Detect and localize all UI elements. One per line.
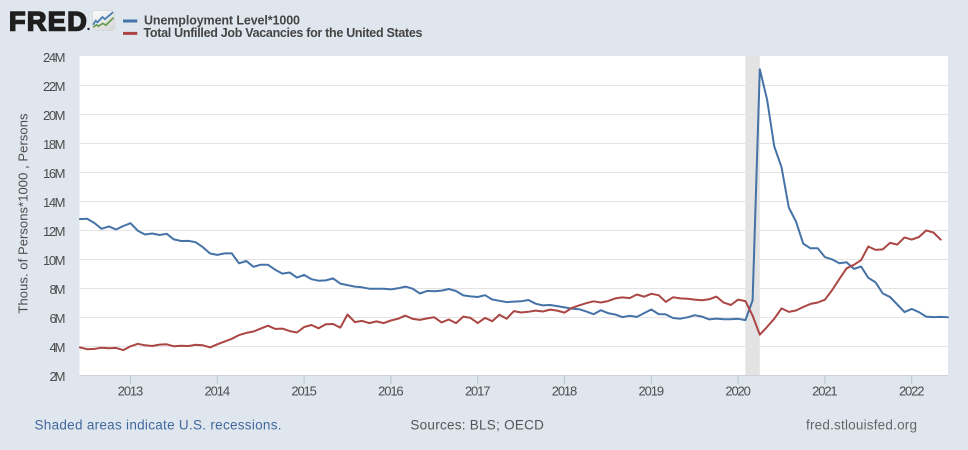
- svg-text:2014: 2014: [205, 383, 231, 398]
- svg-text:2017: 2017: [465, 383, 491, 398]
- svg-text:2015: 2015: [291, 383, 317, 398]
- svg-text:18M: 18M: [43, 137, 66, 152]
- svg-text:2013: 2013: [118, 383, 144, 398]
- svg-text:20M: 20M: [43, 108, 66, 123]
- svg-text:4M: 4M: [50, 340, 66, 355]
- svg-text:Shaded areas indicate U.S. rec: Shaded areas indicate U.S. recessions.: [35, 418, 282, 433]
- svg-text:2020: 2020: [725, 383, 751, 398]
- svg-text:16M: 16M: [43, 166, 66, 181]
- svg-text:fred.stlouisfed.org: fred.stlouisfed.org: [806, 418, 917, 433]
- svg-text:2021: 2021: [812, 383, 838, 398]
- svg-text:10M: 10M: [43, 253, 66, 268]
- svg-text:14M: 14M: [43, 195, 66, 210]
- svg-text:24M: 24M: [43, 50, 66, 65]
- svg-text:22M: 22M: [43, 79, 66, 94]
- svg-text:8M: 8M: [50, 282, 66, 297]
- svg-text:Thous. of Persons*1000 , Perso: Thous. of Persons*1000 , Persons: [16, 113, 31, 314]
- svg-text:2022: 2022: [899, 383, 925, 398]
- svg-text:2M: 2M: [50, 369, 66, 384]
- svg-text:FRED: FRED: [9, 6, 88, 36]
- svg-text:Unemployment Level*1000: Unemployment Level*1000: [144, 14, 300, 28]
- svg-text:6M: 6M: [50, 311, 66, 326]
- svg-text:Total Unfilled Job Vacancies f: Total Unfilled Job Vacancies for the Uni…: [144, 26, 423, 40]
- svg-text:Sources: BLS; OECD: Sources: BLS; OECD: [410, 418, 544, 433]
- svg-text:2019: 2019: [639, 383, 665, 398]
- svg-text:2018: 2018: [552, 383, 578, 398]
- svg-text:12M: 12M: [43, 224, 66, 239]
- svg-text:2016: 2016: [378, 383, 404, 398]
